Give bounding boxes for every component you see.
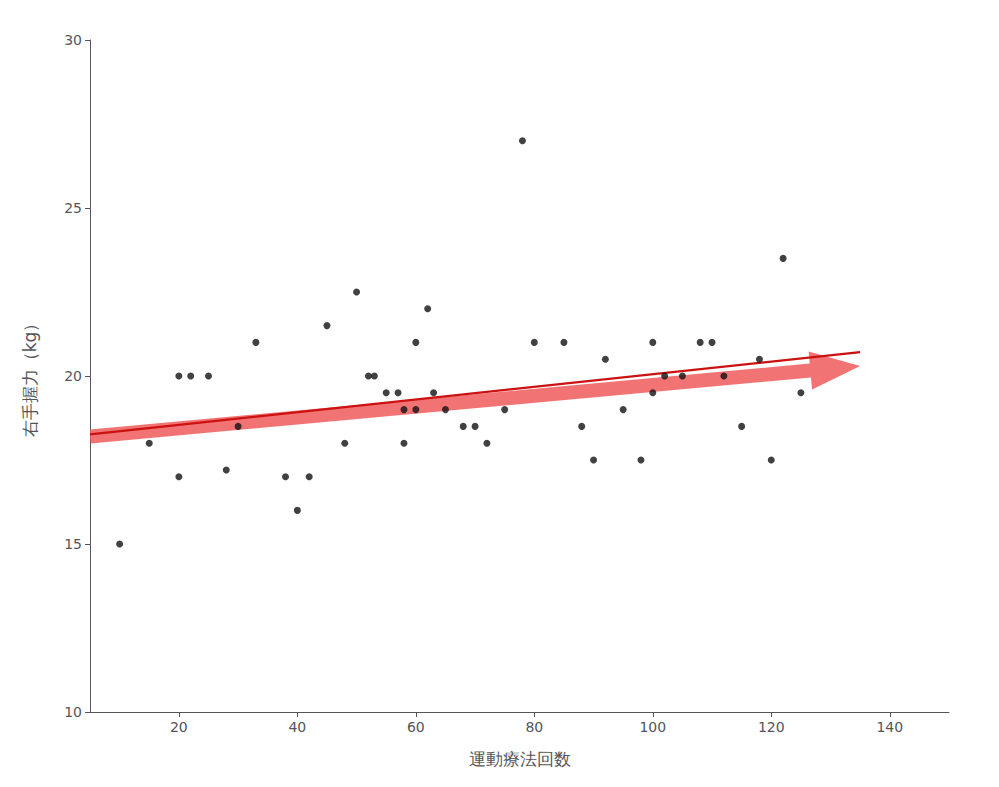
svg-text:100: 100 [639, 719, 666, 735]
svg-text:15: 15 [64, 536, 82, 552]
svg-text:120: 120 [758, 719, 785, 735]
svg-text:30: 30 [64, 32, 82, 48]
svg-text:40: 40 [288, 719, 306, 735]
svg-text:60: 60 [407, 719, 425, 735]
svg-text:20: 20 [64, 368, 82, 384]
svg-text:運動療法回数: 運動療法回数 [469, 749, 571, 769]
svg-text:右手握力（kg）: 右手握力（kg） [20, 315, 40, 438]
svg-text:140: 140 [876, 719, 903, 735]
svg-text:25: 25 [64, 200, 82, 216]
svg-text:20: 20 [170, 719, 188, 735]
svg-text:80: 80 [525, 719, 543, 735]
svg-text:10: 10 [64, 704, 82, 720]
